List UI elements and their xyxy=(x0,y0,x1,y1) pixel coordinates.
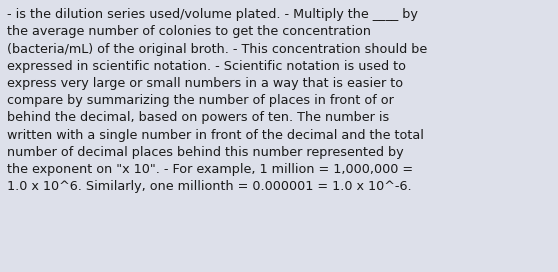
Text: - is the dilution series used/volume plated. - Multiply the ____ by
the average : - is the dilution series used/volume pla… xyxy=(7,8,427,193)
